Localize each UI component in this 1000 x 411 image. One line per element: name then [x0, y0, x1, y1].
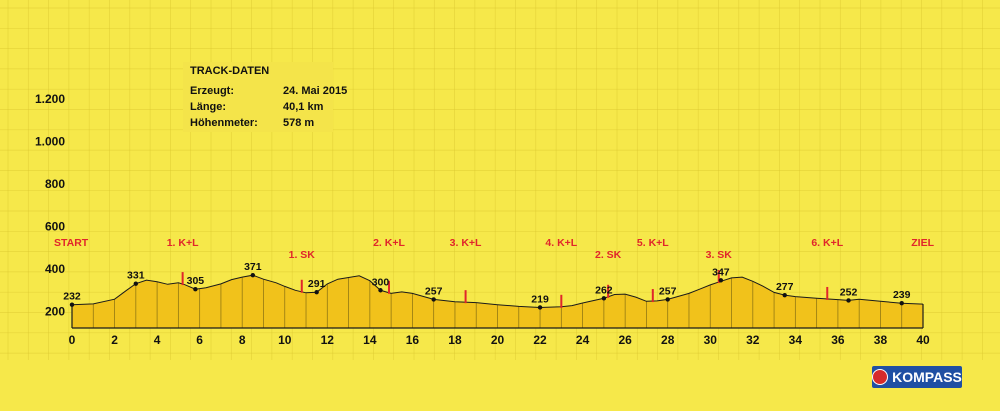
x-tick-label: 14 — [363, 333, 377, 347]
elevation-point-label: 232 — [63, 291, 81, 303]
length-label: Länge: — [190, 101, 227, 113]
elevation-point-label: 347 — [712, 266, 730, 278]
x-tick-label: 16 — [406, 333, 420, 347]
x-tick-label: 8 — [239, 333, 246, 347]
waypoint-label: 1. SK — [289, 249, 316, 261]
elevation-gain-label: Höhenmeter: — [190, 117, 258, 129]
x-tick-label: 0 — [69, 333, 76, 347]
waypoint-label: ZIEL — [911, 237, 934, 249]
y-tick-label: 1.000 — [35, 135, 65, 149]
elevation-point — [537, 305, 543, 310]
x-tick-label: 4 — [154, 333, 161, 347]
elevation-point-label: 257 — [425, 285, 443, 297]
y-tick-label: 600 — [45, 220, 65, 234]
x-tick-label: 2 — [111, 333, 118, 347]
waypoint-label: 3. SK — [706, 249, 733, 261]
elevation-point-label: 331 — [127, 270, 145, 282]
track-data-panel — [183, 62, 333, 132]
waypoint-label: 1. K+L — [167, 237, 199, 249]
length-value: 40,1 km — [283, 101, 324, 113]
elevation-point-label: 371 — [244, 261, 262, 273]
elevation-point — [846, 298, 851, 303]
x-tick-label: 30 — [704, 333, 718, 347]
x-tick-label: 20 — [491, 333, 505, 347]
x-tick-label: 26 — [618, 333, 632, 347]
x-tick-label: 36 — [831, 333, 845, 347]
elevation-point — [193, 286, 198, 292]
elevation-point-label: 257 — [659, 285, 677, 297]
x-tick-label: 38 — [874, 333, 888, 347]
waypoint-label: 2. SK — [595, 249, 622, 261]
elevation-point-label: 262 — [595, 284, 613, 296]
elevation-point — [314, 289, 319, 295]
elevation-point — [69, 302, 75, 307]
y-tick-label: 200 — [45, 305, 65, 319]
profile-line — [71, 274, 924, 309]
waypoint-label: 6. K+L — [811, 237, 843, 249]
y-tick-label: 400 — [45, 262, 65, 276]
y-tick-label: 1.200 — [35, 92, 65, 106]
elevation-point — [899, 301, 904, 306]
elevation-point — [718, 278, 724, 283]
waypoint-label: 2. K+L — [373, 237, 405, 249]
kompass-logo-icon — [872, 369, 889, 385]
x-tick-label: 28 — [661, 333, 675, 347]
waypoint-label: 4. K+L — [545, 237, 577, 249]
elevation-point-label: 291 — [308, 278, 326, 290]
waypoint-label: START — [54, 237, 89, 249]
elevation-point-label: 277 — [776, 281, 794, 293]
x-tick-label: 34 — [789, 333, 803, 347]
elevation-point — [133, 281, 139, 286]
track-data-title: TRACK-DATEN — [190, 65, 270, 77]
elevation-point — [782, 292, 787, 298]
created-label: Erzeugt: — [190, 85, 234, 97]
elevation-point — [378, 288, 383, 293]
elevation-point-label: 300 — [372, 276, 390, 288]
x-tick-label: 22 — [533, 333, 547, 347]
x-tick-label: 24 — [576, 333, 590, 347]
elevation-gain-value: 578 m — [283, 117, 315, 129]
waypoint-label: 3. K+L — [450, 237, 482, 249]
elevation-point — [665, 297, 670, 302]
logo-text: KOMPASS — [892, 369, 962, 385]
elevation-point — [250, 272, 256, 278]
elevation-point — [431, 297, 436, 302]
x-tick-label: 10 — [278, 333, 292, 347]
elevation-point-label: 239 — [893, 289, 911, 301]
x-tick-label: 6 — [196, 333, 203, 347]
x-tick-label: 18 — [448, 333, 462, 347]
elevation-point — [601, 296, 607, 301]
elevation-point-label: 219 — [531, 293, 549, 305]
waypoint-label: 5. K+L — [637, 237, 669, 249]
elevation-point-label: 305 — [187, 275, 205, 287]
x-tick-label: 40 — [916, 333, 930, 347]
x-tick-label: 12 — [321, 333, 335, 347]
created-value: 24. Mai 2015 — [283, 85, 348, 97]
y-tick-label: 800 — [45, 177, 65, 191]
elevation-point-label: 252 — [840, 286, 858, 298]
x-tick-label: 32 — [746, 333, 760, 347]
kompass-logo: KOMPASS — [872, 366, 962, 388]
